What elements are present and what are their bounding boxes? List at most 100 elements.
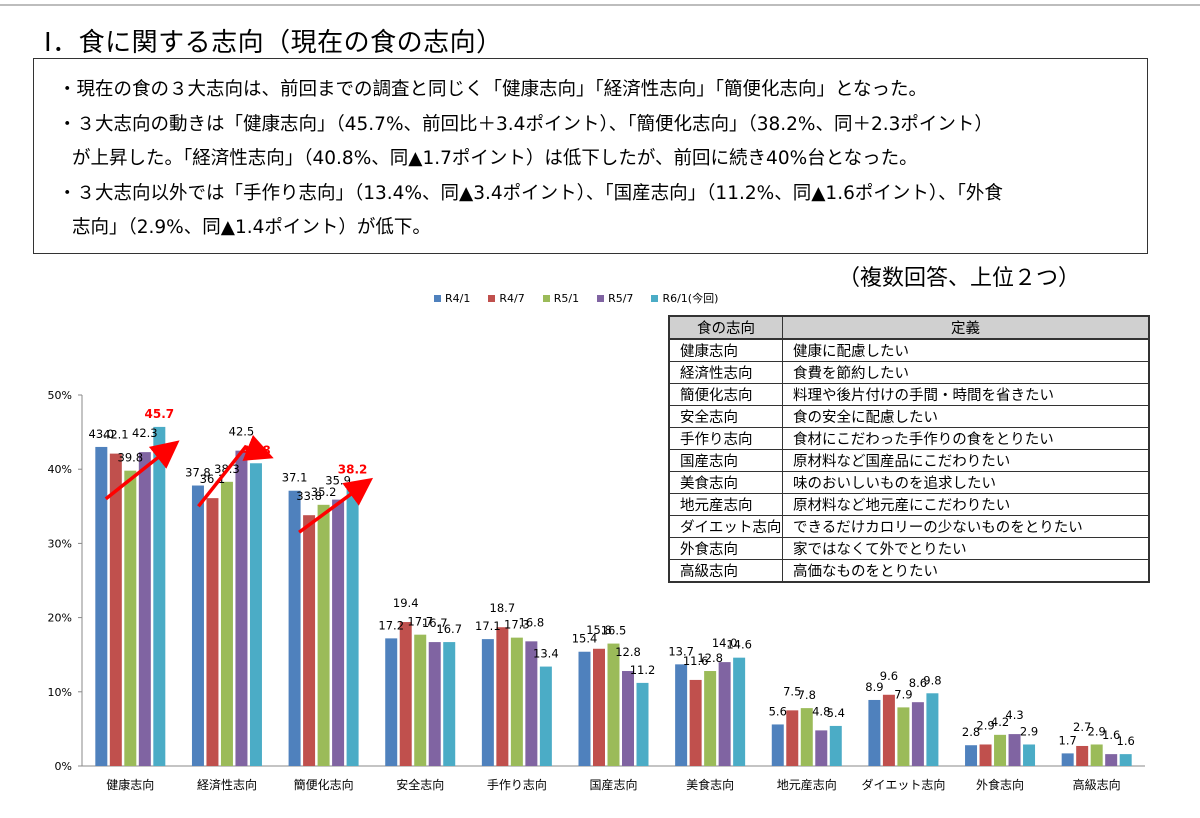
data-label: 12.8 [697, 651, 723, 665]
bar [303, 515, 316, 766]
bar [786, 710, 799, 766]
bar [288, 490, 301, 766]
y-tick-label: 0% [55, 760, 72, 773]
trend-arrow [298, 477, 374, 534]
data-label: 7.5 [783, 684, 801, 698]
bar [153, 426, 166, 766]
legend-label: R6/1(今回) [662, 292, 719, 305]
bar [414, 634, 427, 766]
bar [496, 627, 509, 766]
legend-swatch [488, 294, 496, 302]
definition-term: 国産志向 [668, 449, 783, 472]
x-tick-label: 地元産志向 [777, 777, 837, 792]
bar [718, 662, 731, 766]
definition-term: 高級志向 [668, 559, 783, 583]
bar [1008, 734, 1021, 766]
trend-arrow [197, 434, 274, 508]
data-label: 4.2 [991, 715, 1009, 729]
data-label: 2.9 [1020, 724, 1038, 738]
data-label: 15.4 [572, 632, 598, 646]
legend-label: R5/1 [553, 291, 580, 305]
definition-row: 安全志向 食の安全に配慮したい [668, 405, 1150, 428]
legend-item: R4/1 [434, 290, 470, 306]
definition-header-cell: 定義 [782, 315, 1150, 340]
definition-row: 外食志向 家ではなくて外でとりたい [668, 537, 1150, 560]
top-rule [0, 4, 1200, 6]
legend-item: R6/1(今回) [651, 290, 718, 306]
definition-row: 健康志向 健康に配慮したい [668, 338, 1150, 362]
definition-row: 経済性志向 食費を節約したい [668, 361, 1150, 384]
data-label: 7.9 [894, 687, 912, 701]
bar [1090, 744, 1103, 766]
bar [704, 671, 717, 766]
data-label: 16.7 [422, 616, 448, 630]
definition-term: 安全志向 [668, 405, 783, 428]
bar [428, 642, 441, 766]
data-label: 19.4 [393, 596, 419, 610]
data-label: 39.8 [118, 451, 144, 465]
data-label: 1.6 [1117, 734, 1135, 748]
x-tick-label: 手作り志向 [487, 777, 547, 792]
data-label: 16.7 [436, 622, 462, 636]
definition-row: 地元産志向 原材料など地元産にこだわりたい [668, 493, 1150, 516]
data-label: 17.3 [504, 618, 530, 632]
data-label: 16.8 [519, 615, 545, 629]
legend-item: R4/7 [488, 290, 525, 306]
data-label: 43.0 [89, 427, 115, 441]
bar [593, 648, 605, 766]
data-label: 5.6 [769, 704, 787, 718]
summary-line: が上昇した。「経済性志向」（40.8%、同▲1.7ポイント）は低下したが、前回に… [72, 148, 918, 170]
definition-row: 簡便化志向 料理や後片付けの手間・時間を省きたい [668, 383, 1150, 406]
page-title: Ⅰ．食に関する志向（現在の食の志向） [44, 28, 503, 58]
data-label: 2.7 [1073, 720, 1091, 734]
data-label: 18.7 [490, 601, 516, 615]
legend-item: R5/1 [542, 290, 580, 306]
definition-term: ダイエット志向 [668, 515, 783, 538]
definition-text: 原材料など国産品にこだわりたい [782, 449, 1150, 472]
definition-term: 外食志向 [668, 537, 783, 560]
data-label: 7.8 [798, 688, 816, 702]
legend-swatch [597, 294, 605, 302]
definition-header-cell: 食の志向 [668, 315, 783, 340]
bar [124, 470, 137, 766]
definition-term: 簡便化志向 [668, 383, 783, 406]
data-label: 13.4 [533, 647, 559, 661]
bar [815, 730, 828, 766]
data-label: 12.8 [615, 645, 641, 659]
bar [882, 694, 895, 766]
bar [443, 642, 456, 766]
bar [220, 481, 233, 766]
definition-term: 美食志向 [668, 471, 783, 494]
data-label: 42.1 [103, 428, 129, 442]
data-label: 17.2 [378, 618, 404, 632]
data-label: 15.8 [586, 623, 612, 637]
bar [771, 724, 784, 766]
bar [994, 734, 1007, 766]
data-label: 8.6 [909, 676, 927, 690]
bar [622, 671, 634, 766]
definition-row: 国産志向 原材料など国産品にこだわりたい [668, 449, 1150, 472]
y-tick-label: 20% [48, 612, 72, 625]
x-tick-label: 簡便化志向 [294, 777, 354, 792]
y-tick-label: 10% [48, 686, 72, 699]
data-label: 17.1 [475, 619, 501, 633]
y-tick-label: 50% [48, 389, 72, 402]
chart-legend: R4/1 R4/7 R5/1 R5/7 R6/1(今回) [434, 290, 718, 306]
data-label: 2.9 [976, 718, 994, 732]
data-label: 17.7 [407, 615, 433, 629]
definition-header-row: 食の志向 定義 [668, 315, 1150, 340]
bar [385, 638, 398, 766]
summary-line: ・３大志向の動きは「健康志向」（45.7%、前回比＋3.4ポイント）、「簡便化志… [58, 113, 993, 135]
definition-row: 美食志向 味のおいしいものを追求したい [668, 471, 1150, 494]
definition-text: 食費を節約したい [782, 361, 1150, 384]
data-label: 14.0 [712, 636, 738, 650]
data-label: 38.2 [338, 463, 368, 477]
definition-term: 経済性志向 [668, 361, 783, 384]
x-tick-label: 安全志向 [396, 777, 444, 792]
data-label: 42.5 [229, 425, 255, 439]
bar [800, 708, 813, 766]
data-label: 2.8 [962, 725, 980, 739]
summary-box: ・現在の食の３大志向は、前回までの調査と同じく「健康志向」「経済性志向」「簡便化… [33, 58, 1148, 254]
x-tick-label: ダイエット志向 [861, 777, 945, 792]
definition-text: できるだけカロリーの少ないものをとりたい [782, 515, 1150, 538]
